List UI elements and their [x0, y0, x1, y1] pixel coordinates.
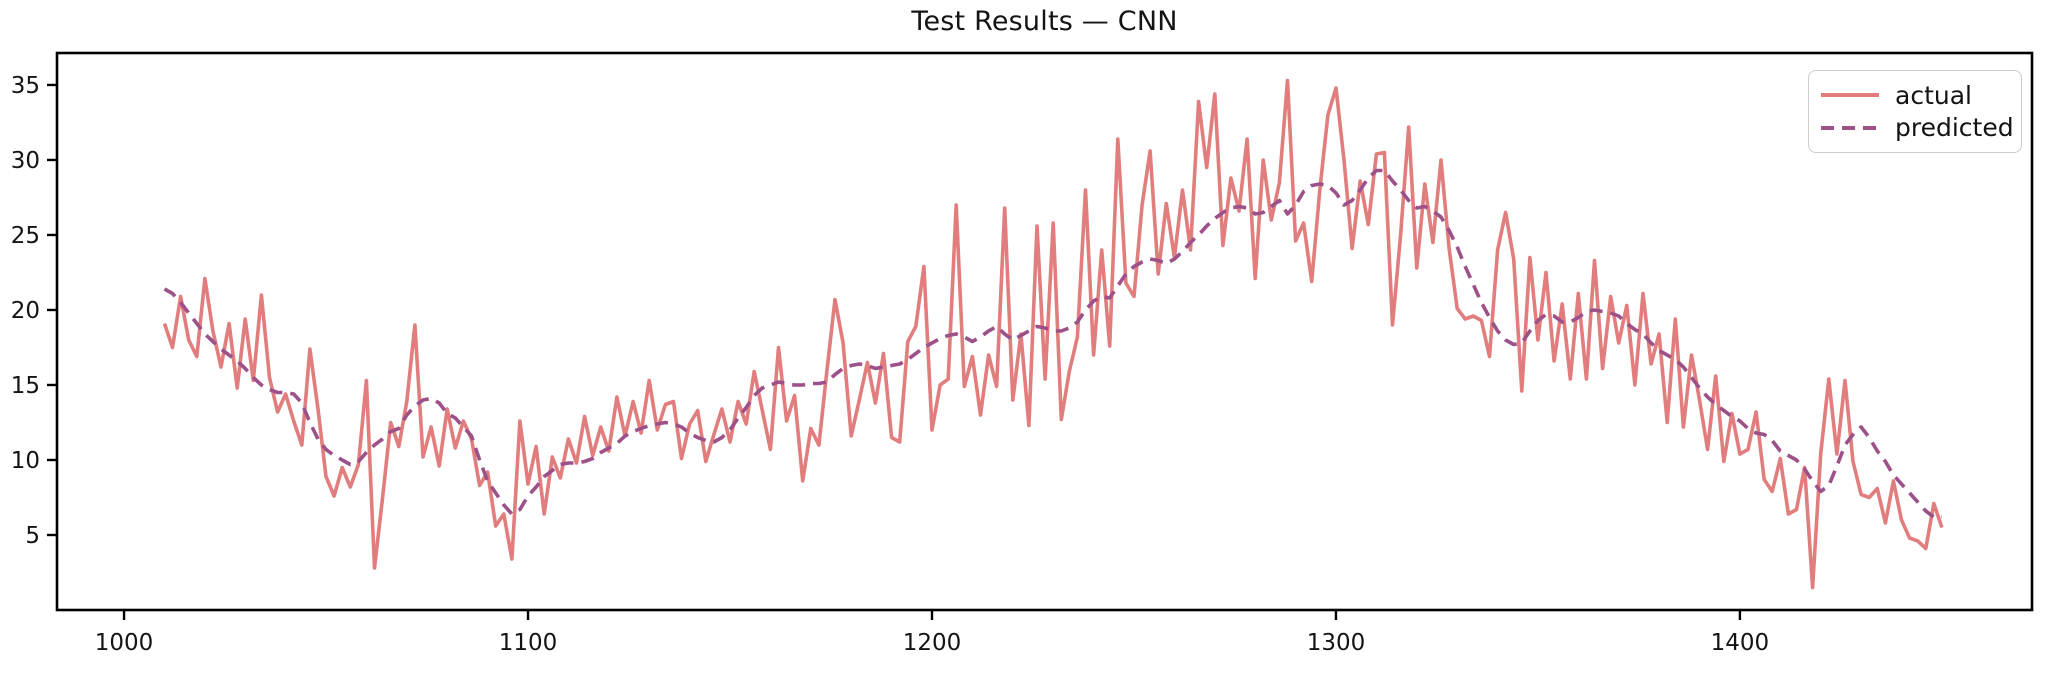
y-tick-label: 25 [11, 223, 40, 249]
y-tick-label: 35 [11, 73, 40, 99]
chart-title: Test Results — CNN [911, 6, 1178, 37]
x-tick-label: 1400 [1711, 630, 1770, 656]
axes-spines [55, 51, 2034, 612]
legend-label-actual: actual [1895, 80, 1972, 110]
y-tick-label: 5 [25, 523, 40, 549]
x-tick-label: 1300 [1307, 630, 1366, 656]
legend-box: actual predicted [1808, 70, 2022, 153]
legend-label-predicted: predicted [1895, 113, 2014, 143]
y-tick-label: 10 [11, 448, 40, 474]
y-tick-label: 15 [11, 373, 40, 399]
x-tick-label: 1200 [903, 630, 962, 656]
predicted-line-sample-icon [1821, 125, 1879, 130]
legend-entry-actual: actual [1821, 83, 2009, 108]
x-tick-label: 1100 [499, 630, 558, 656]
y-tick-label: 20 [11, 298, 40, 324]
actual-line [162, 78, 1944, 590]
y-tick-label: 30 [11, 148, 40, 174]
predicted-line [163, 168, 1942, 519]
x-tick-label: 1000 [95, 630, 154, 656]
legend-entry-predicted: predicted [1821, 115, 2014, 140]
actual-line-sample-icon [1821, 93, 1879, 98]
